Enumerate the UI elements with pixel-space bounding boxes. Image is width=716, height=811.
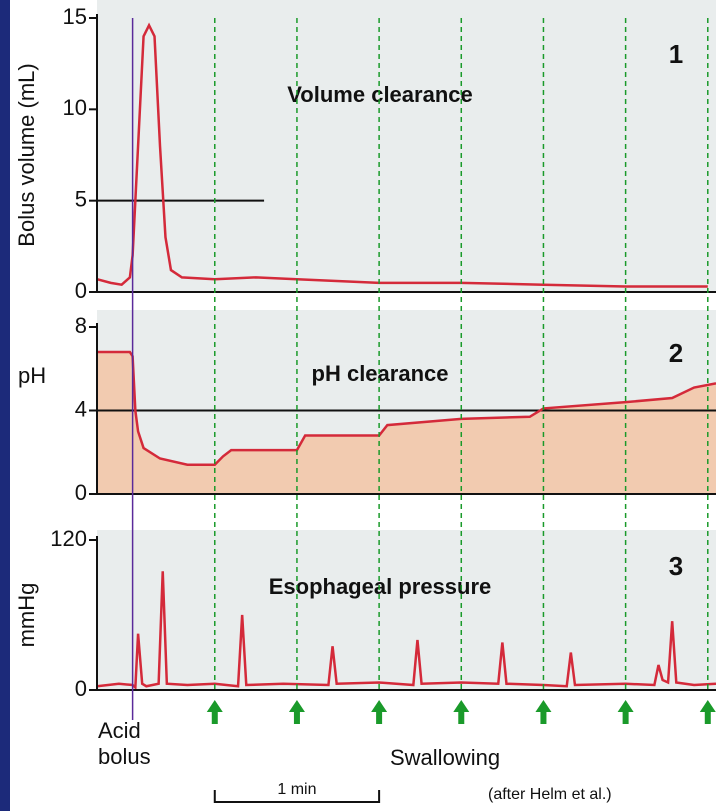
chart-title: pH clearance xyxy=(312,361,449,386)
swallow-arrow xyxy=(206,700,223,724)
swallow-arrow xyxy=(288,700,305,724)
y-tick-label: 0 xyxy=(75,676,87,701)
swallow-arrow xyxy=(617,700,634,724)
chart-title: Esophageal pressure xyxy=(269,574,492,599)
y-tick-label: 15 xyxy=(63,4,87,29)
scale-bar-label: 1 min xyxy=(277,781,316,798)
credit: (after Helm et al.) xyxy=(488,786,612,803)
y-tick-label: 4 xyxy=(75,396,87,421)
panel-background xyxy=(97,530,716,690)
y-axis-label: mmHg xyxy=(14,583,39,648)
y-tick-label: 8 xyxy=(75,313,87,338)
slide-edge xyxy=(0,0,10,811)
swallow-arrow xyxy=(535,700,552,724)
y-tick-label: 0 xyxy=(75,480,87,505)
y-tick-label: 120 xyxy=(50,526,87,551)
line xyxy=(97,350,716,467)
area xyxy=(97,352,716,494)
bolus-label: Acid bolus xyxy=(98,718,151,769)
y-axis-label: Bolus volume (mL) xyxy=(14,63,39,246)
panel-background xyxy=(97,0,716,292)
scale-bar xyxy=(213,790,381,803)
panel-label: 3 xyxy=(669,551,683,581)
y-tick-label: 5 xyxy=(75,186,87,211)
chart-title: Volume clearance xyxy=(287,82,472,107)
panel-label: 2 xyxy=(669,338,683,368)
line xyxy=(96,22,708,288)
y-tick-label: 0 xyxy=(75,278,87,303)
line xyxy=(96,571,716,691)
swallow-arrow xyxy=(371,700,388,724)
y-tick-label: 10 xyxy=(63,95,87,120)
swallow-arrow xyxy=(699,700,716,724)
panel-label: 1 xyxy=(669,39,683,69)
swallow-arrow xyxy=(453,700,470,724)
swallow-label: Swallowing xyxy=(390,745,501,770)
y-axis-label: pH xyxy=(18,363,46,388)
